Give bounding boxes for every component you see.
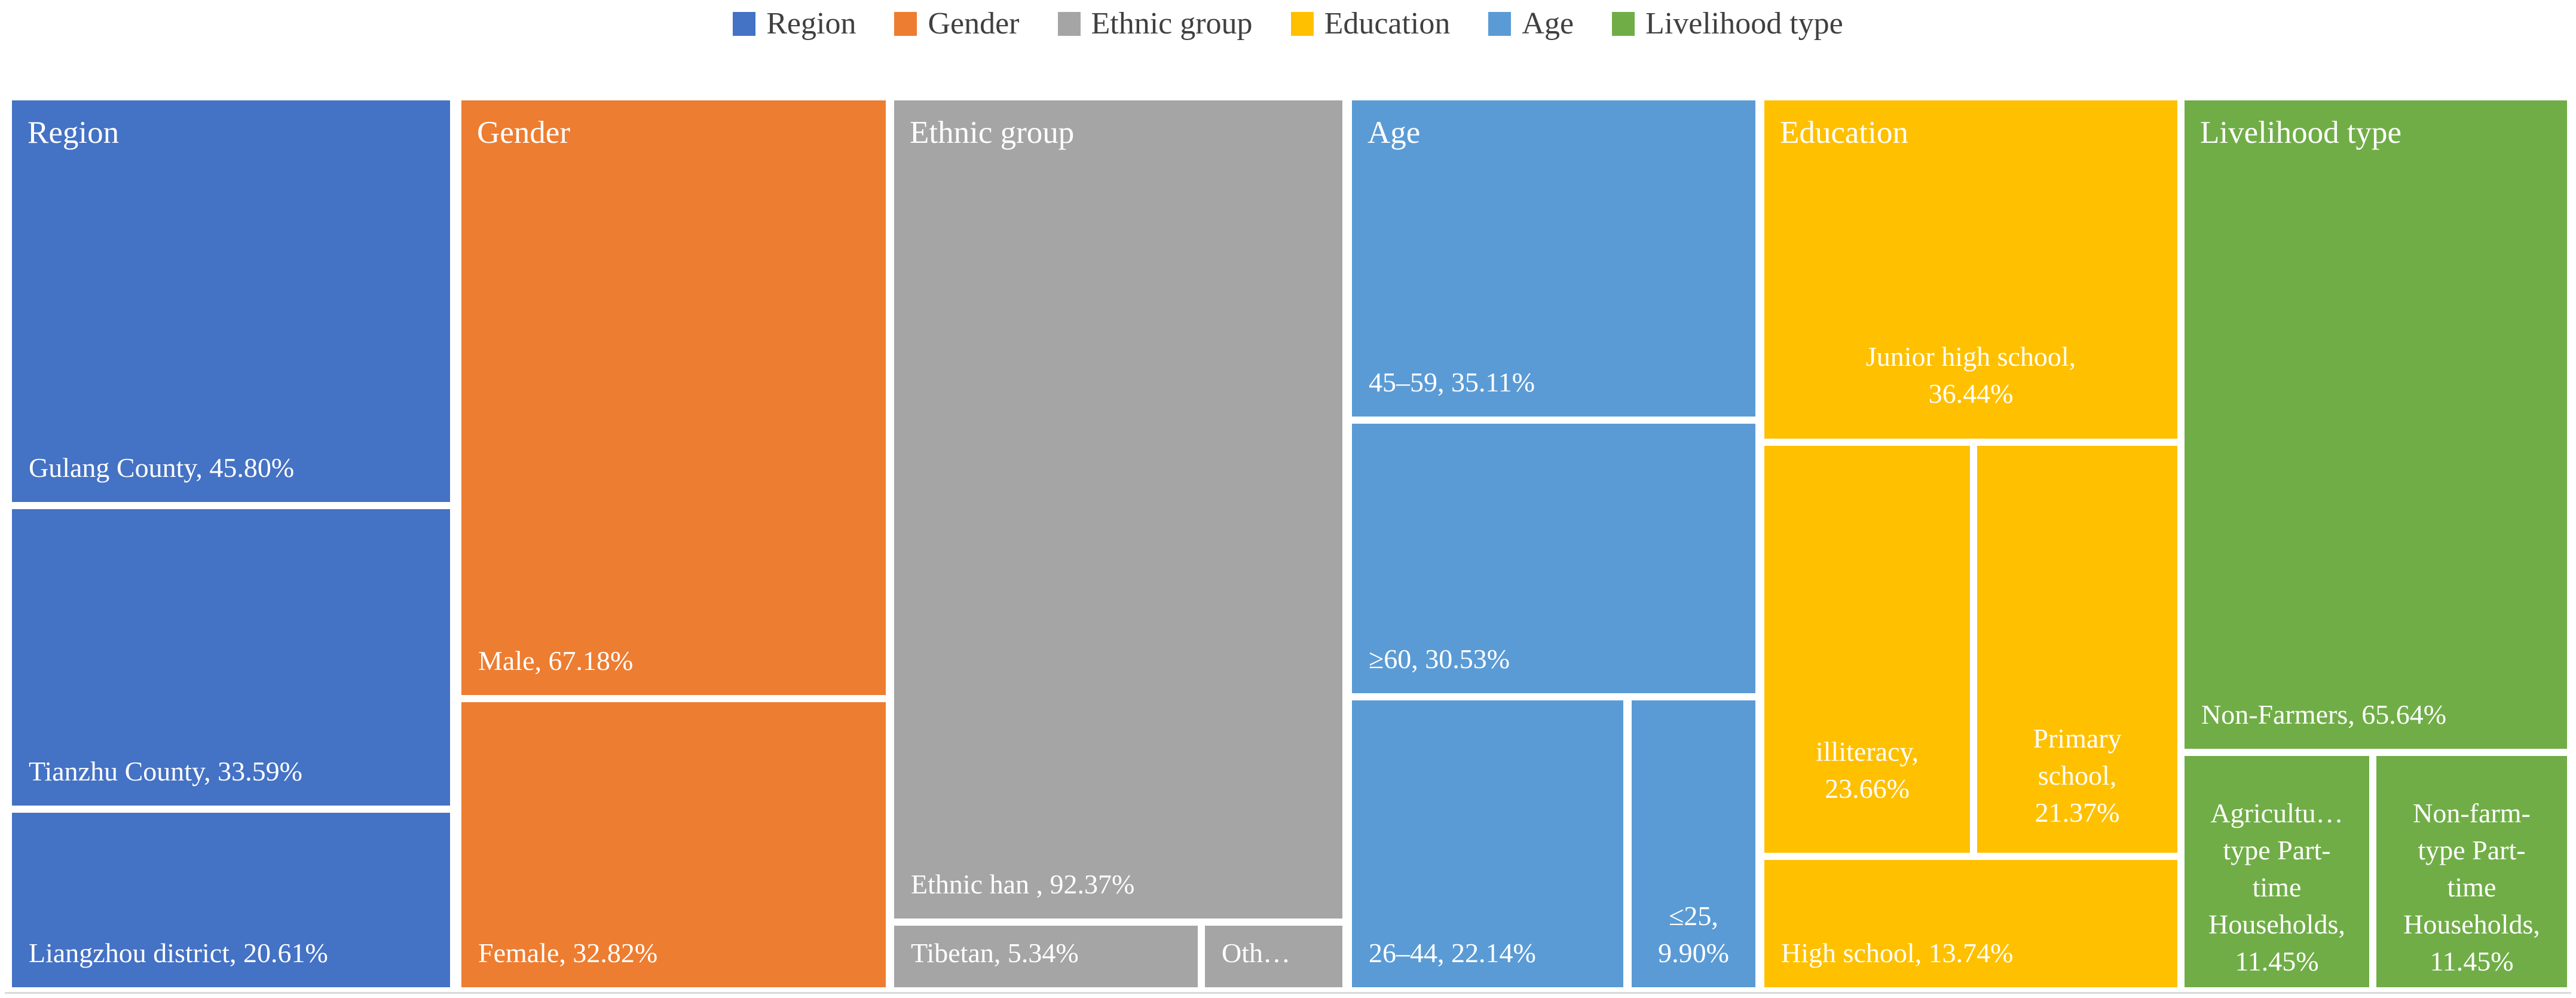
- legend-item-livelihood-type[interactable]: Livelihood type: [1612, 8, 1843, 39]
- tile-ethnic-han[interactable]: Ethnic han , 92.37%: [894, 100, 1342, 919]
- tile-tibetan[interactable]: Tibetan, 5.34%: [894, 926, 1198, 987]
- legend-swatch-education-icon: [1290, 12, 1314, 36]
- tile-label: 26–44, 22.14%: [1369, 937, 1536, 968]
- tile-non-farm-part-time[interactable]: Non-farm- type Part- time Households, 11…: [2376, 756, 2567, 987]
- legend-swatch-age-icon: [1488, 12, 1512, 36]
- category-title-ethnic-group: Ethnic group: [910, 115, 1075, 150]
- legend-label: Age: [1522, 7, 1574, 41]
- legend-swatch-ethnic-group-icon: [1057, 12, 1081, 36]
- tile-gulang-county[interactable]: Gulang County, 45.80%: [12, 100, 450, 502]
- category-title-region: Region: [27, 115, 120, 150]
- plot-area-baseline: [5, 992, 2571, 994]
- tile-label: Primary school, 21.37%: [2033, 723, 2122, 828]
- tile-label: Tibetan, 5.34%: [911, 937, 1079, 968]
- tile-label: Agricultu… type Part- time Households, 1…: [2208, 797, 2345, 976]
- tile-female[interactable]: Female, 32.82%: [461, 702, 886, 987]
- legend-item-education[interactable]: Education: [1290, 7, 1451, 41]
- tile-tianzhu-county[interactable]: Tianzhu County, 33.59%: [12, 509, 450, 806]
- legend-label: Ethnic group: [1091, 7, 1253, 41]
- tile-junior-high-school[interactable]: Junior high school, 36.44%: [1764, 100, 2177, 439]
- tile-age-26-44[interactable]: 26–44, 22.14%: [1352, 700, 1623, 987]
- tile-illiteracy[interactable]: illiteracy, 23.66%: [1764, 446, 1970, 853]
- category-title-livelihood-type: Livelihood type: [2200, 115, 2402, 150]
- tile-label: Non-Farmers, 65.64%: [2201, 699, 2447, 730]
- chart-legend: Region Gender Ethnic group Education Age…: [0, 8, 2576, 39]
- tile-label: ≤25, 9.90%: [1658, 900, 1729, 968]
- category-title-gender: Gender: [477, 115, 570, 150]
- category-title-education: Education: [1780, 115, 1908, 150]
- tile-label: illiteracy, 23.66%: [1816, 736, 1919, 804]
- tile-age-25-minus[interactable]: ≤25, 9.90%: [1632, 700, 1755, 987]
- tile-age-45-59[interactable]: 45–59, 35.11%: [1352, 100, 1755, 417]
- legend-label: Region: [766, 7, 856, 41]
- legend-item-ethnic-group[interactable]: Ethnic group: [1057, 7, 1253, 41]
- legend-swatch-gender-icon: [894, 12, 917, 36]
- legend-label: Education: [1324, 7, 1451, 41]
- tile-agricultural-part-time[interactable]: Agricultu… type Part- time Households, 1…: [2185, 756, 2369, 987]
- tile-label: Gulang County, 45.80%: [29, 452, 295, 483]
- tile-label: High school, 13.74%: [1781, 937, 2014, 968]
- tile-label: 45–59, 35.11%: [1369, 366, 1535, 397]
- tile-label: Tianzhu County, 33.59%: [29, 755, 302, 786]
- tile-non-farmers[interactable]: Non-Farmers, 65.64%: [2185, 100, 2567, 749]
- tile-primary-school[interactable]: Primary school, 21.37%: [1977, 446, 2177, 853]
- legend-item-age[interactable]: Age: [1488, 8, 1574, 39]
- tile-label: Ethnic han , 92.37%: [911, 868, 1135, 899]
- legend-item-region[interactable]: Region: [733, 8, 856, 39]
- tile-age-60-plus[interactable]: ≥60, 30.53%: [1352, 424, 1755, 693]
- tile-label: Non-farm- type Part- time Households, 11…: [2403, 797, 2540, 976]
- tile-others[interactable]: Oth…: [1205, 926, 1342, 987]
- legend-label: Gender: [928, 7, 1020, 41]
- tile-label: Liangzhou district, 20.61%: [29, 937, 328, 968]
- category-title-age: Age: [1367, 115, 1421, 150]
- legend-item-gender[interactable]: Gender: [894, 7, 1020, 41]
- tile-label: Junior high school, 36.44%: [1865, 341, 2076, 409]
- legend-label: Livelihood type: [1645, 7, 1843, 41]
- legend-swatch-region-icon: [733, 12, 756, 36]
- tile-label: Oth…: [1222, 937, 1290, 968]
- tile-liangzhou-district[interactable]: Liangzhou district, 20.61%: [12, 813, 450, 987]
- tile-label: ≥60, 30.53%: [1369, 643, 1510, 674]
- tile-label: Female, 32.82%: [478, 937, 658, 968]
- tile-label: Male, 67.18%: [478, 645, 634, 676]
- legend-swatch-livelihood-type-icon: [1612, 12, 1635, 36]
- tile-male[interactable]: Male, 67.18%: [461, 100, 886, 695]
- tile-high-school[interactable]: High school, 13.74%: [1764, 860, 2177, 987]
